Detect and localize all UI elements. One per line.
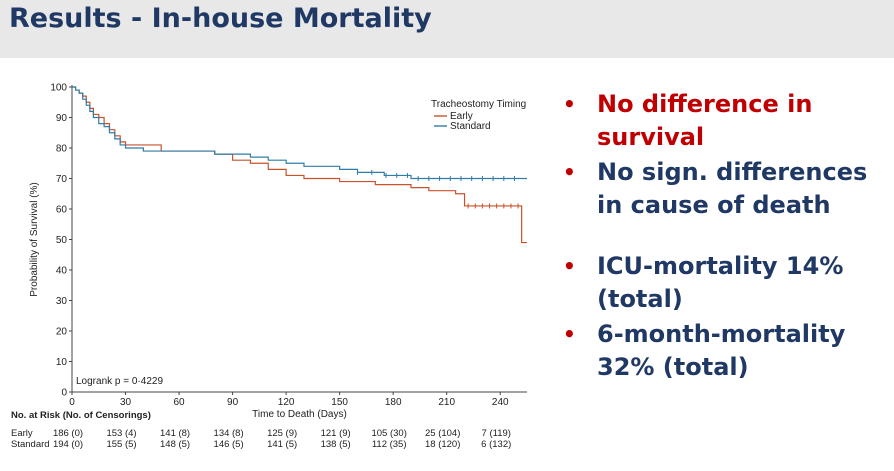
y-tick-label: 60 <box>56 205 68 216</box>
risk-table-header: No. at Risk (No. of Censorings) <box>11 410 151 421</box>
bullet-text: ICU-mortality 14% (total) <box>597 252 844 313</box>
title-bar <box>0 0 894 58</box>
risk-cell: 194 (0) <box>53 439 83 450</box>
risk-cell: 186 (0) <box>53 428 83 439</box>
x-tick-label: 180 <box>385 397 402 408</box>
x-tick-label: 210 <box>438 397 455 408</box>
y-tick-label: 70 <box>56 174 68 185</box>
y-tick-label: 100 <box>50 83 67 94</box>
x-tick-label: 30 <box>120 397 132 408</box>
legend-label-standard: Standard <box>450 121 491 132</box>
x-tick-label: 0 <box>69 397 75 408</box>
risk-cell: 6 (132) <box>481 439 511 450</box>
risk-cell: 148 (5) <box>160 439 190 450</box>
risk-cell: 141 (5) <box>267 439 297 450</box>
risk-row-label: Early <box>11 428 33 439</box>
bullet-text: No difference in survival <box>597 90 813 151</box>
risk-cell: 141 (8) <box>160 428 190 439</box>
x-tick-label: 120 <box>278 397 295 408</box>
y-tick-label: 0 <box>61 388 67 399</box>
y-tick-label: 50 <box>56 235 68 246</box>
logrank-annotation: Logrank p = 0·4229 <box>76 376 163 387</box>
y-tick-label: 20 <box>56 327 68 338</box>
y-tick-label: 80 <box>56 144 68 155</box>
risk-cell: 125 (9) <box>267 428 297 439</box>
risk-cell: 121 (9) <box>321 428 351 439</box>
bullet-item: • No difference in survival <box>560 88 890 154</box>
y-tick-label: 40 <box>56 266 68 277</box>
slide-title: Results - In-house Mortality <box>9 3 432 34</box>
risk-cell: 105 (30) <box>371 428 406 439</box>
bullet-text: 6-month-mortality 32% (total) <box>597 320 846 381</box>
x-axis-label: Time to Death (Days) <box>252 409 347 420</box>
y-tick-label: 90 <box>56 113 68 124</box>
bullet-item: • No sign. differences in cause of death <box>560 156 890 222</box>
risk-row-label: Standard <box>11 439 50 450</box>
legend-label-early: Early <box>450 111 473 122</box>
y-tick-label: 30 <box>56 296 68 307</box>
risk-cell: 18 (120) <box>425 439 460 450</box>
bullet-text: No sign. differences in cause of death <box>597 158 868 219</box>
bullet-dot-icon: • <box>563 92 576 116</box>
risk-cell: 25 (104) <box>425 428 460 439</box>
risk-cell: 153 (4) <box>106 428 136 439</box>
bullet-dot-icon: • <box>563 160 576 184</box>
x-tick-label: 240 <box>492 397 509 408</box>
x-tick-label: 150 <box>331 397 348 408</box>
risk-cell: 112 (35) <box>372 439 407 450</box>
y-axis-label: Probability of Survival (%) <box>29 182 40 296</box>
bullet-dot-icon: • <box>563 322 576 346</box>
y-tick-label: 10 <box>56 357 68 368</box>
risk-cell: 7 (119) <box>482 428 511 439</box>
x-tick-label: 60 <box>173 397 185 408</box>
risk-cell: 155 (5) <box>106 439 136 450</box>
x-tick-label: 90 <box>227 397 239 408</box>
bullet-item: • ICU-mortality 14% (total) <box>560 250 890 316</box>
bullet-item: • 6-month-mortality 32% (total) <box>560 318 890 384</box>
risk-cell: 146 (5) <box>214 439 244 450</box>
risk-cell: 134 (8) <box>214 428 244 439</box>
bullet-list: • No difference in survival • No sign. dif… <box>560 88 890 384</box>
bullet-dot-icon: • <box>563 254 576 278</box>
risk-cell: 138 (5) <box>321 439 351 450</box>
legend-title: Tracheostomy Timing <box>431 99 526 110</box>
